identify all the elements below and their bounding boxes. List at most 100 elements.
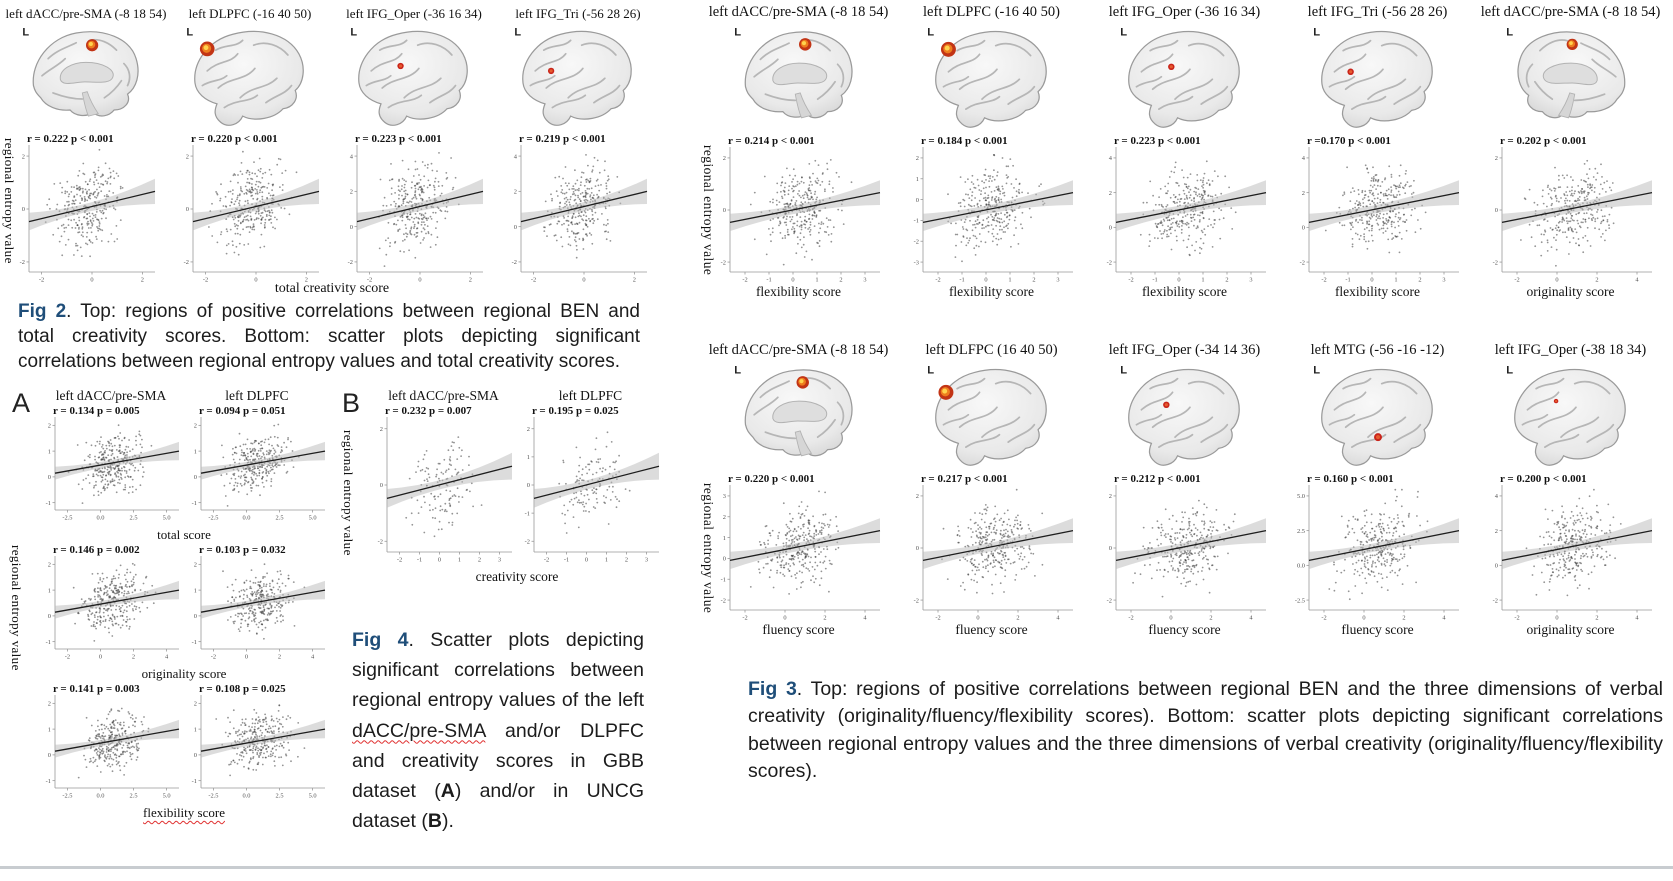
x-tick-label: 3 (498, 557, 501, 564)
x-tick-label: 2 (625, 557, 628, 564)
x-tick-label: -1 (417, 557, 422, 564)
y-tick-label: 2 (48, 423, 51, 430)
y-tick-label: 0 (1301, 225, 1304, 232)
x-tick-label: 2 (1016, 615, 1019, 622)
y-tick-label: -2 (913, 238, 918, 245)
correlation-stats: r = 0.141 p = 0.003 (53, 683, 140, 695)
x-tick-label: 0.0 (96, 793, 104, 800)
hemisphere-label: L (927, 27, 934, 39)
x-tick-label: 0 (245, 654, 248, 661)
x-tick-label: 4 (863, 615, 867, 622)
x-tick-label: -2 (1128, 615, 1133, 622)
x-tick-label: 0 (1169, 615, 1172, 622)
x-tick-label: 0 (582, 277, 585, 284)
hemisphere-label: L (1313, 27, 1320, 39)
y-tick-label: -1 (192, 778, 197, 785)
brain-region-title: left DLFPC (16 40 50) (925, 342, 1058, 358)
y-tick-label: -2 (720, 259, 725, 266)
scatter-plot: r = 0.220 p < 0.001 -2 0 2 4 3 2 1 0 -1 -2 (720, 473, 880, 622)
correlation-stats: r =0.170 p < 0.001 (1307, 135, 1391, 147)
y-tick-label: 2 (915, 493, 918, 500)
y-tick-label: 0 (915, 197, 918, 204)
caption-text-segment: Fig 3 (748, 678, 797, 700)
scatter-plot: r = 0.222 p < 0.001 -2 0 2 2 0 -2 (20, 133, 156, 284)
hemisphere-label: L (350, 26, 357, 38)
caption-text-segment: B (427, 810, 442, 833)
y-tick-label: 0 (186, 206, 189, 213)
y-tick-label: 2 (1301, 190, 1304, 197)
scatter-holder: r = 0.134 p = 0.005 -2.5 0.0 2.5 5.0 2 1 0 -1 (38, 404, 184, 527)
correlation-stats: r = 0.134 p = 0.005 (53, 405, 140, 417)
x-tick-label: -2 (367, 277, 372, 284)
caption-text-segment: ). (441, 810, 454, 833)
x-tick-label: -2 (742, 615, 747, 622)
caption-text-segment: Fig 2 (18, 301, 67, 322)
scatter-plot: r = 0.184 p < 0.001 -2 -1 0 1 2 3 2 1 0 -1 -2 -3 (913, 135, 1073, 284)
brain-region-title: left MTG (-56 -16 -12) (1310, 342, 1445, 358)
panel-b-y-axis-label: regional entropy value (341, 430, 356, 556)
correlation-stats: r = 0.212 p < 0.001 (1114, 473, 1201, 485)
x-tick-label: -2 (531, 277, 536, 284)
x-tick-label: 0 (254, 277, 257, 284)
y-tick-label: 0 (48, 752, 51, 759)
y-tick-label: -2 (512, 259, 517, 266)
brain-region-title: left IFG_Oper (-38 18 34) (1494, 342, 1647, 358)
hemisphere-label: L (186, 26, 193, 38)
x-tick-label: -2 (1514, 277, 1519, 284)
scatter-plot: r = 0.217 p < 0.001 -2 0 2 4 2 0 -2 (913, 473, 1073, 622)
x-tick-label: -2.5 (208, 793, 218, 800)
x-tick-label: 2.5 (276, 515, 284, 522)
y-tick-label: 1 (194, 448, 197, 455)
x-axis-label: total score (38, 527, 330, 543)
panel-b-letter: B (342, 388, 361, 418)
x-tick-label: 0 (1362, 615, 1365, 622)
panel-a-letter: A (12, 388, 31, 418)
x-tick-label: 0 (984, 277, 987, 284)
fig2-y-axis-label: regional entropy value (2, 138, 17, 264)
correlation-stats: r = 0.222 p < 0.001 (27, 133, 114, 145)
correlation-stats: r = 0.214 p < 0.001 (728, 135, 815, 147)
scatter-column-title: left dACC/pre-SMA (388, 388, 499, 403)
panel-b-content: left dACC/pre-SMA left DLPFC r = 0.232 p =… (370, 388, 664, 585)
correlation-stats: r = 0.108 p = 0.025 (199, 683, 286, 695)
brain-region-title: left dACC/pre-SMA (-8 18 54) (708, 342, 889, 358)
y-tick-label: 0 (527, 482, 530, 489)
scatter-plot: r = 0.223 p < 0.001 -2 0 2 4 2 0 -2 (348, 133, 484, 284)
y-tick-label: 0.0 (1297, 563, 1305, 570)
y-tick-label: 0 (350, 224, 353, 231)
y-tick-label: 0 (722, 207, 725, 214)
x-tick-label: 2.5 (130, 515, 138, 522)
y-tick-label: 0 (1494, 563, 1497, 570)
x-tick-label: -1 (959, 277, 964, 284)
correlation-stats: r = 0.202 p < 0.001 (1500, 135, 1587, 147)
y-tick-label: 2 (194, 423, 197, 430)
correlation-stats: r = 0.184 p < 0.001 (921, 135, 1008, 147)
y-tick-label: 2 (48, 701, 51, 708)
hemisphere-label: L (927, 365, 934, 377)
x-axis-label: originality score (38, 666, 330, 682)
scatter-plot: r = 0.146 p = 0.002 -2 0 2 4 2 1 0 -1 (46, 544, 180, 661)
x-tick-label: 0 (90, 277, 93, 284)
x-axis-label: flexibility score (948, 284, 1035, 299)
correlation-stats: r = 0.195 p = 0.025 (532, 405, 619, 417)
y-tick-label: -1 (46, 778, 51, 785)
scatter-holder: r = 0.103 p = 0.032 -2 0 2 4 2 1 0 -1 (184, 543, 330, 666)
x-tick-label: -2 (397, 557, 402, 564)
y-tick-label: 0 (380, 482, 383, 489)
x-tick-label: 0 (1177, 277, 1180, 284)
y-tick-label: -2 (525, 538, 530, 545)
x-tick-label: 2 (478, 557, 481, 564)
x-axis-label: flexibility score (755, 284, 842, 299)
x-tick-label: 5.0 (163, 793, 171, 800)
brain-image: L (1313, 27, 1433, 128)
x-tick-label: 2 (141, 277, 144, 284)
panel-a-plot-row: r = 0.146 p = 0.002 -2 0 2 4 2 1 0 -1 r = 0.103 p… (38, 543, 330, 666)
